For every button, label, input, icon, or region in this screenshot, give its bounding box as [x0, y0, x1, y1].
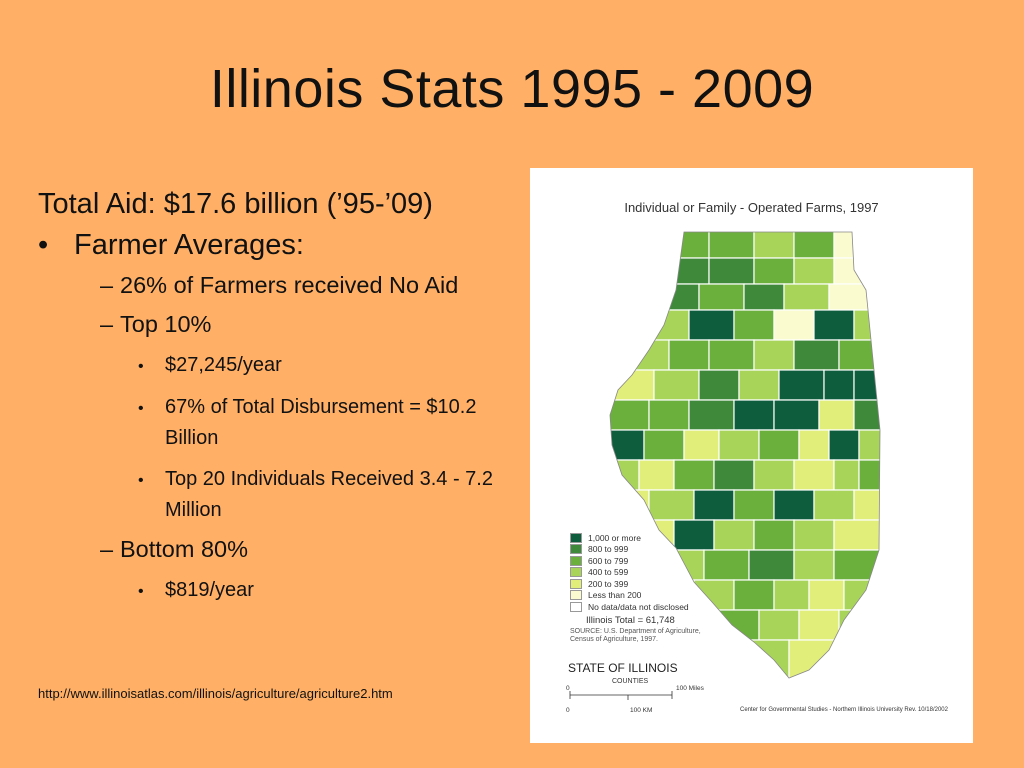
- bullet-dot-icon: •: [138, 472, 144, 489]
- legend-row: No data/data not disclosed: [570, 601, 701, 613]
- scale-zero-km: 0: [566, 707, 570, 714]
- legend-row: 800 to 999: [570, 544, 701, 556]
- detail-item-per-year: • $27,245/year: [138, 350, 528, 382]
- total-aid-line: Total Aid: $17.6 billion (’95-’09): [38, 188, 433, 220]
- scale-zero-miles: 0: [566, 685, 570, 692]
- legend-swatch: [570, 544, 582, 555]
- sub-item-no-aid: – 26% of Farmers received No Aid: [100, 272, 528, 299]
- legend-label: 600 to 799: [588, 555, 629, 566]
- state-outline: [609, 231, 881, 679]
- bullet-dot-icon: •: [138, 400, 144, 417]
- legend-label: No data/data not disclosed: [588, 601, 689, 612]
- legend-swatch: [570, 578, 582, 589]
- legend-swatch: [570, 532, 582, 543]
- sub-item-top-10: – Top 10%: [100, 311, 528, 338]
- dash-icon: –: [100, 272, 114, 298]
- legend-source-1: SOURCE: U.S. Department of Agriculture,: [570, 627, 701, 635]
- dash-icon: –: [100, 536, 114, 562]
- county-tiles: [610, 232, 880, 678]
- detail-item-top-20: • Top 20 Individuals Received 3.4 - 7.2 …: [138, 464, 528, 526]
- bullet-text: Farmer Averages:: [74, 229, 304, 261]
- legend-source-2: Census of Agriculture, 1997.: [570, 635, 658, 643]
- legend-row: 1,000 or more: [570, 532, 701, 544]
- legend-total: Illinois Total = 61,748: [586, 614, 675, 626]
- counties-label: COUNTIES: [612, 678, 649, 685]
- map-title: Individual or Family - Operated Farms, 1…: [624, 200, 879, 215]
- map-legend: 1,000 or more 800 to 999 600 to 799 400 …: [570, 532, 701, 644]
- slide-body: Total Aid: $17.6 billion (’95-’09) • Far…: [38, 188, 528, 617]
- scale-miles: 100 Miles: [676, 685, 704, 692]
- legend-row: 200 to 399: [570, 578, 701, 590]
- legend-label: 200 to 399: [588, 578, 629, 589]
- legend-row: 600 to 799: [570, 555, 701, 567]
- scale-bar: [569, 691, 673, 700]
- detail-text: Top 20 Individuals Received 3.4 - 7.2 Mi…: [165, 468, 493, 521]
- legend-swatch: [570, 601, 582, 612]
- detail-item-bottom-per-year: • $819/year: [138, 575, 528, 607]
- legend-swatch: [570, 555, 582, 566]
- sub-item-text: Top 10%: [120, 311, 212, 337]
- detail-text: $819/year: [165, 579, 254, 601]
- dash-icon: –: [100, 311, 114, 337]
- detail-text: 67% of Total Disbursement = $10.2 Billio…: [165, 396, 477, 449]
- legend-label: 1,000 or more: [588, 532, 641, 543]
- bullet-farmer-averages: • Farmer Averages:: [38, 229, 528, 262]
- legend-row: 400 to 599: [570, 567, 701, 579]
- legend-swatch: [570, 590, 582, 601]
- illinois-county-map: [609, 231, 881, 679]
- detail-text: $27,245/year: [165, 354, 282, 376]
- bullet-dot-icon: •: [38, 229, 49, 261]
- sub-item-text: Bottom 80%: [120, 536, 249, 562]
- state-label: STATE OF ILLINOIS: [568, 661, 678, 675]
- bullet-dot-icon: •: [138, 583, 144, 600]
- map-image: Individual or Family - Operated Farms, 1…: [530, 168, 973, 743]
- detail-item-disbursement: • 67% of Total Disbursement = $10.2 Bill…: [138, 392, 528, 454]
- source-url: http://www.illinoisatlas.com/illinois/ag…: [38, 686, 393, 701]
- legend-swatch: [570, 567, 582, 578]
- scale-km: 100 KM: [630, 707, 653, 714]
- bullet-dot-icon: •: [138, 358, 144, 375]
- legend-label: Less than 200: [588, 590, 642, 601]
- legend-label: 400 to 599: [588, 567, 629, 578]
- map-credit: Center for Governmental Studies - Northe…: [740, 707, 948, 713]
- slide-title: Illinois Stats 1995 - 2009: [209, 59, 815, 119]
- legend-row: Less than 200: [570, 590, 701, 602]
- sub-item-text: 26% of Farmers received No Aid: [120, 272, 459, 298]
- sub-item-bottom-80: – Bottom 80%: [100, 536, 528, 563]
- legend-label: 800 to 999: [588, 544, 629, 555]
